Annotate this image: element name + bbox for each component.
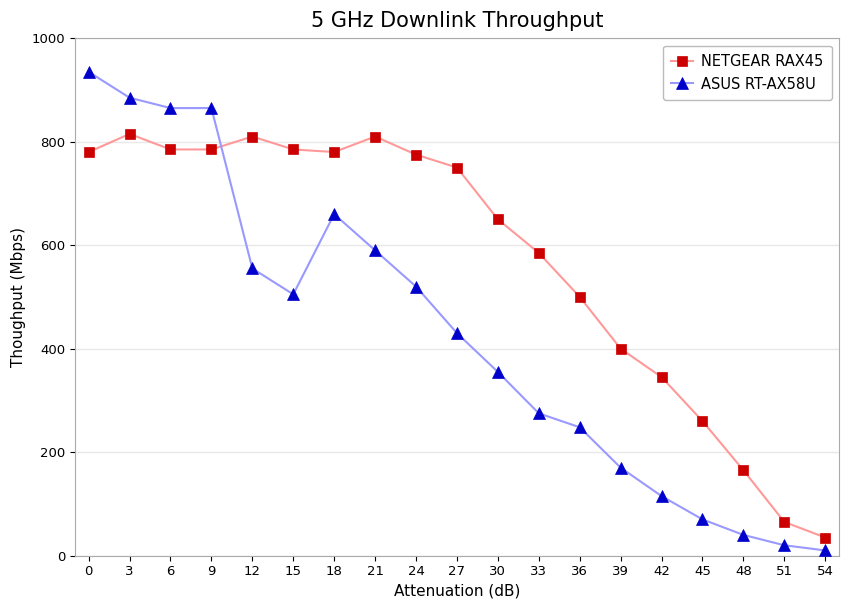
Line: ASUS RT-AX58U: ASUS RT-AX58U bbox=[83, 66, 830, 556]
NETGEAR RAX45 bbox=[452, 164, 462, 171]
NETGEAR RAX45 bbox=[739, 467, 749, 474]
Y-axis label: Thoughput (Mbps): Thoughput (Mbps) bbox=[11, 227, 26, 367]
ASUS RT-AX58U bbox=[820, 547, 830, 554]
NETGEAR RAX45 bbox=[575, 293, 585, 301]
NETGEAR RAX45 bbox=[124, 131, 134, 138]
Title: 5 GHz Downlink Throughput: 5 GHz Downlink Throughput bbox=[311, 11, 604, 31]
NETGEAR RAX45 bbox=[615, 345, 626, 353]
NETGEAR RAX45 bbox=[534, 249, 544, 257]
NETGEAR RAX45 bbox=[697, 417, 707, 425]
NETGEAR RAX45 bbox=[656, 373, 666, 381]
NETGEAR RAX45 bbox=[493, 216, 503, 223]
ASUS RT-AX58U bbox=[370, 246, 380, 254]
NETGEAR RAX45 bbox=[779, 518, 790, 526]
Legend: NETGEAR RAX45, ASUS RT-AX58U: NETGEAR RAX45, ASUS RT-AX58U bbox=[663, 46, 831, 100]
NETGEAR RAX45 bbox=[820, 534, 830, 541]
ASUS RT-AX58U bbox=[534, 410, 544, 417]
ASUS RT-AX58U bbox=[739, 531, 749, 539]
NETGEAR RAX45 bbox=[329, 148, 339, 156]
ASUS RT-AX58U bbox=[411, 283, 421, 290]
NETGEAR RAX45 bbox=[411, 151, 421, 158]
NETGEAR RAX45 bbox=[288, 146, 298, 153]
ASUS RT-AX58U bbox=[779, 542, 790, 549]
ASUS RT-AX58U bbox=[493, 368, 503, 376]
NETGEAR RAX45 bbox=[166, 146, 176, 153]
ASUS RT-AX58U bbox=[575, 423, 585, 431]
ASUS RT-AX58U bbox=[656, 492, 666, 500]
ASUS RT-AX58U bbox=[697, 515, 707, 523]
NETGEAR RAX45 bbox=[247, 133, 258, 140]
ASUS RT-AX58U bbox=[166, 104, 176, 112]
ASUS RT-AX58U bbox=[207, 104, 217, 112]
X-axis label: Attenuation (dB): Attenuation (dB) bbox=[394, 584, 520, 599]
Line: NETGEAR RAX45: NETGEAR RAX45 bbox=[84, 129, 830, 542]
NETGEAR RAX45 bbox=[207, 146, 217, 153]
ASUS RT-AX58U bbox=[615, 464, 626, 472]
NETGEAR RAX45 bbox=[83, 148, 94, 156]
ASUS RT-AX58U bbox=[452, 329, 462, 337]
ASUS RT-AX58U bbox=[288, 291, 298, 298]
NETGEAR RAX45 bbox=[370, 133, 380, 140]
ASUS RT-AX58U bbox=[247, 265, 258, 272]
ASUS RT-AX58U bbox=[83, 68, 94, 76]
ASUS RT-AX58U bbox=[124, 94, 134, 101]
ASUS RT-AX58U bbox=[329, 210, 339, 218]
